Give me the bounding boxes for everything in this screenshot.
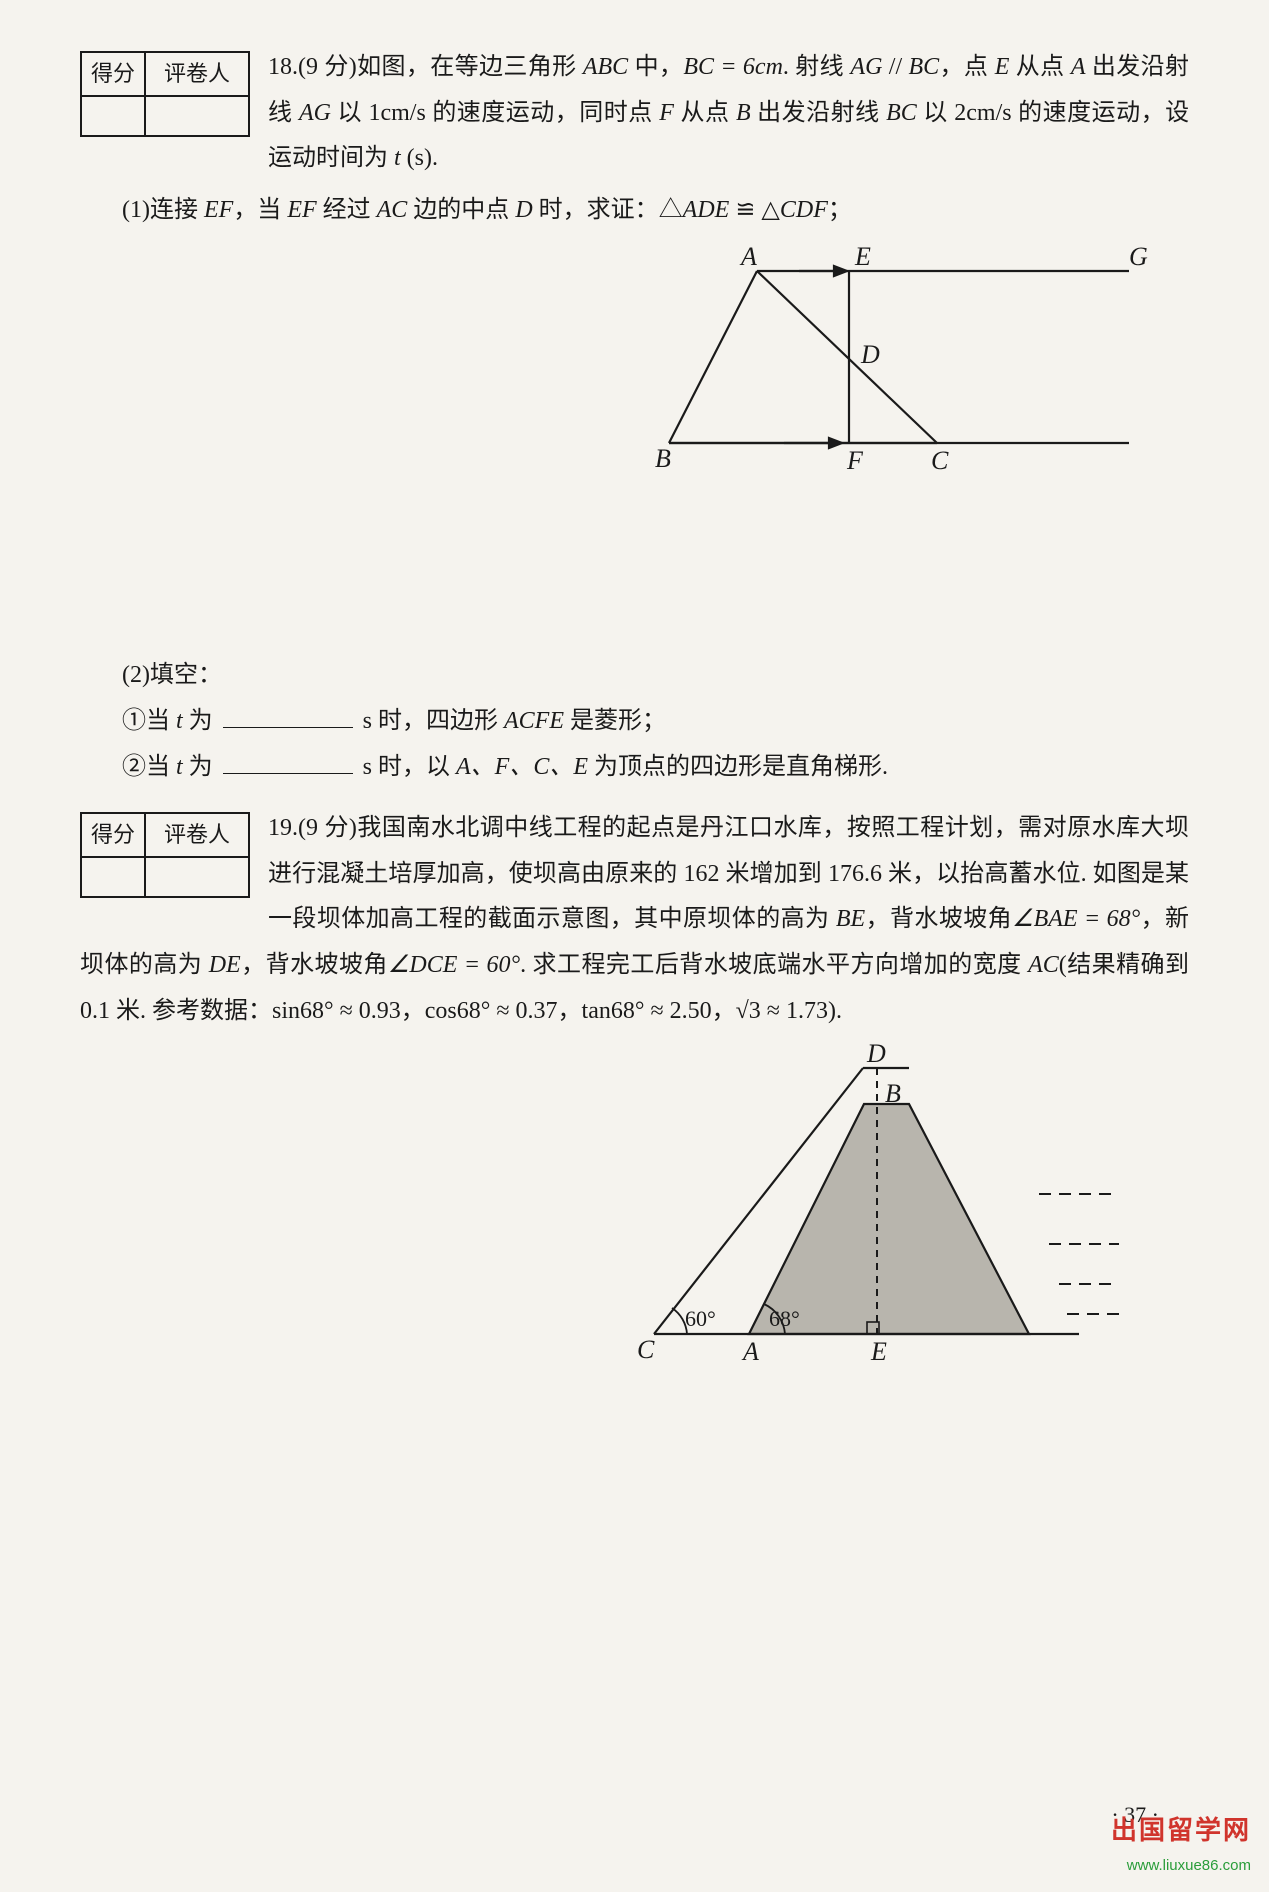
grader-label: 评卷人 xyxy=(145,52,249,96)
svg-text:E: E xyxy=(854,243,871,271)
svg-text:B: B xyxy=(655,444,671,473)
score-box-18: 得分 评卷人 xyxy=(80,51,250,137)
svg-text:A: A xyxy=(741,1337,759,1366)
score-box-19: 得分 评卷人 xyxy=(80,812,250,898)
q18-part2-1: ①当 t 为 s 时，四边形 ACFE 是菱形； xyxy=(122,699,1189,745)
q18-figure: A E G D B F C xyxy=(629,243,1149,473)
blank-input-2[interactable] xyxy=(223,752,353,774)
svg-text:D: D xyxy=(866,1044,886,1068)
q18-part2-2: ②当 t 为 s 时，以 A、F、C、E 为顶点的四边形是直角梯形. xyxy=(122,745,1189,791)
svg-text:68°: 68° xyxy=(769,1306,800,1331)
q18-part1: (1)连接 EF，当 EF 经过 AC 边的中点 D 时，求证：△ADE ≌ △… xyxy=(122,188,1189,234)
svg-text:60°: 60° xyxy=(685,1306,716,1331)
q19-figure: D B C A E 60° 68° xyxy=(609,1044,1129,1374)
blank-input-1[interactable] xyxy=(223,706,353,728)
score-label: 得分 xyxy=(81,813,145,857)
grader-label: 评卷人 xyxy=(145,813,249,857)
svg-text:F: F xyxy=(846,446,864,473)
svg-text:B: B xyxy=(885,1079,901,1108)
svg-text:A: A xyxy=(739,243,757,271)
svg-text:E: E xyxy=(870,1337,887,1366)
q18-part2-label: (2)填空： xyxy=(122,653,1189,699)
svg-text:G: G xyxy=(1129,243,1148,271)
svg-text:C: C xyxy=(637,1335,655,1364)
svg-text:D: D xyxy=(860,340,880,369)
svg-text:C: C xyxy=(931,446,949,473)
watermark: 出国留学网 www.liuxue86.com xyxy=(1111,1806,1251,1880)
score-label: 得分 xyxy=(81,52,145,96)
